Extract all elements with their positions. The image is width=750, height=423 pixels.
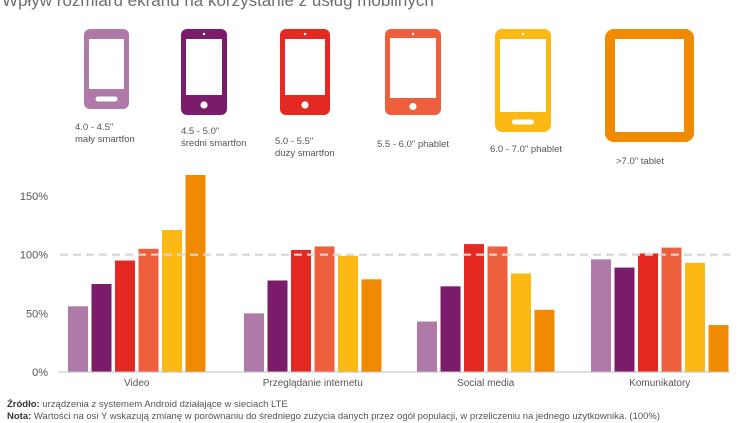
bar-3-5 [511,273,531,372]
x-tick-label: Komunikatory [629,378,690,389]
device-legend [84,29,694,142]
note-label: Nota: [7,411,32,422]
device-size: 6.0 - 7.0" phablet [490,144,563,155]
device-size: >7.0" tablet [616,156,665,167]
bar-2-2 [267,280,288,372]
bar-2-3 [291,249,311,372]
page-title: Wpływ rozmiaru ekranu na korzystanie z u… [2,0,434,10]
bar-2-6 [361,279,382,372]
bar-1-1 [68,306,88,372]
bar-chart: 0% 50% 100% 150% Video Przeglądanie internetu… [20,175,730,389]
device-name: duży smartfon [275,148,335,159]
y-tick-label: 100% [20,250,48,262]
y-tick-label: 50% [26,308,48,320]
device-2-smartphone-icon [181,29,227,115]
device-5-phablet-icon [495,29,551,132]
device-4-label: 5.5 - 6.0" phablet [377,139,449,151]
bar-3-2 [440,286,461,372]
device-size: 5.0 - 5.5" [275,136,314,147]
bar-2-5 [338,255,358,372]
device-size: 4.5 - 5.0" [181,126,220,137]
bar-2-4 [314,246,335,372]
bar-4-1 [591,259,611,372]
bar-4-4 [661,247,682,372]
x-tick-label: Przeglądanie internetu [263,378,363,389]
bar-1-2 [91,284,112,372]
y-tick-label: 150% [20,191,48,203]
bar-1-3 [115,260,135,372]
device-6-tablet-icon [605,29,694,142]
device-name: mały smartfon [75,134,135,145]
x-tick-label: Social media [457,378,515,389]
device-name: średni smartfon [181,138,247,149]
device-3-smartphone-icon [280,29,330,115]
bar-1-5 [162,230,182,372]
device-1-smartphone-icon [84,29,129,109]
bar-3-6 [534,309,555,372]
device-size: 5.5 - 6.0" phablet [377,139,450,150]
bar-4-5 [685,262,705,372]
y-tick-label: 0% [32,367,48,379]
explanatory-note: Nota: Wartości na osi Y wskazują zmianę … [7,411,747,423]
x-tick-label: Video [124,378,150,389]
bar-4-3 [638,253,658,372]
bar-4-6 [708,325,729,372]
bar-3-4 [487,246,508,372]
bar-4-2 [614,267,635,372]
bar-2-1 [244,313,264,372]
device-1-label: 4.0 - 4.5" mały smartfon [75,122,135,146]
device-2-label: 4.5 - 5.0" średni smartfon [181,126,246,150]
bar-3-1 [417,321,437,372]
device-3-label: 5.0 - 5.5" duży smartfon [275,136,335,160]
source-label: Źródło: [7,399,40,410]
device-5-label: 6.0 - 7.0" phablet [490,144,562,156]
device-4-phablet-icon [385,29,441,115]
bar-1-6 [185,175,206,372]
device-6-label: >7.0" tablet [616,156,664,168]
device-size: 4.0 - 4.5" [75,122,114,133]
bar-3-3 [464,244,484,372]
footnotes: Źródło: urządzenia z systemem Android dz… [7,399,747,423]
note-text: Wartości na osi Y wskazują zmianę w poró… [33,411,661,422]
source-note: Źródło: urządzenia z systemem Android dz… [7,399,747,411]
source-text: urządzenia z systemem Android działające… [42,399,288,410]
bar-1-4 [138,248,159,372]
